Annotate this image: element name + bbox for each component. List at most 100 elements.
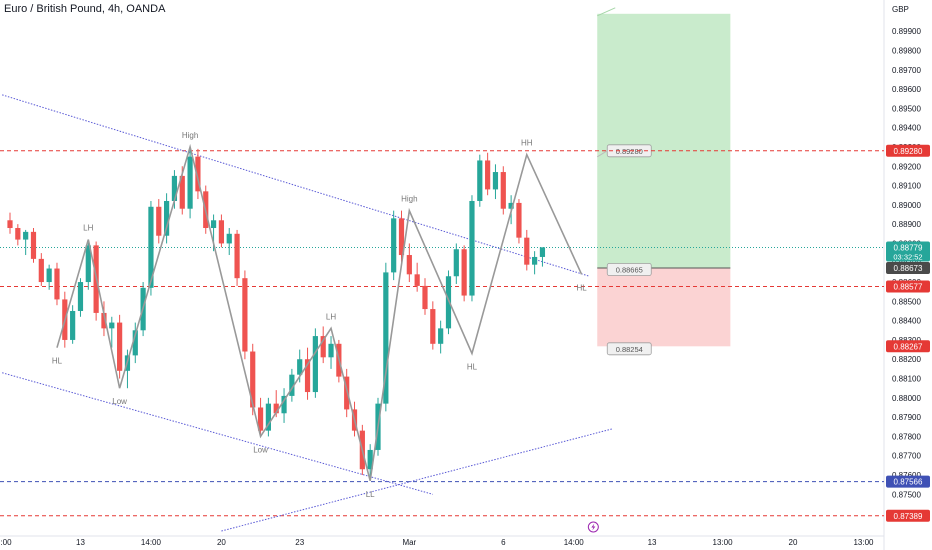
pivot-label: High [182,131,198,140]
candle-body [289,374,295,396]
candle-body [257,407,264,431]
price-badge-text: 0.88267 [894,342,923,351]
trade-label-box [606,342,652,356]
price-tick: 0.89800 [892,46,921,55]
pivot-label: HL [467,362,478,371]
price-tick: 0.89500 [892,104,921,113]
trade-label: 0.88665 [616,266,643,275]
candle-body [265,403,271,431]
candle-body [195,156,201,192]
zigzag-pattern: HL LH Low High Low LH LL High HL HH HL [52,131,587,499]
candle-body [15,228,21,240]
candle-body [383,272,389,404]
candle-body [297,359,303,375]
candle-body [109,322,115,329]
price-tick: 0.89600 [892,85,921,94]
trendlines [2,94,614,532]
price-tick: 0.88900 [892,220,921,229]
price-tick: 0.89400 [892,124,921,133]
price-tick: 0.87500 [892,490,921,499]
price-badge [886,340,930,353]
time-tick: Mar [402,538,416,547]
candle-body [46,268,52,283]
candle-body [101,312,107,329]
time-tick: 20 [217,538,226,547]
price-tick: 0.88100 [892,375,921,384]
pivot-label: LH [83,224,93,233]
candle-body [179,175,185,209]
time-tick: 13 [648,538,657,547]
candle-body [7,220,13,229]
candle-body [524,237,530,265]
time-tick: 14:00 [564,538,585,547]
candle-body [281,395,287,414]
time-tick: 6 [501,538,506,547]
price-axis: GBP 0.89900 0.89800 0.89700 0.89600 0.89500 0.… [886,5,930,522]
time-tick: 13:00 [713,538,734,547]
candle-body [430,309,436,344]
currency-label: GBP [892,5,909,14]
time-tick: 20 [789,538,798,547]
candle-body [226,233,232,244]
candle-body [132,330,138,356]
pivot-label: HL [52,357,63,366]
price-badge [886,241,930,262]
level-badge [886,475,930,488]
candle-body [485,160,491,190]
candle-body [508,202,514,209]
lightning-glyph [591,523,596,531]
candle-body [422,285,428,310]
candle-body [414,274,420,286]
trade-label: 0.88254 [616,345,643,354]
candle-body [23,231,29,240]
candle-body [187,156,193,209]
trade-label-box [606,263,652,276]
candle-body [234,233,240,279]
pivot-label: Low [253,445,268,454]
candle-body [516,202,522,238]
candle-body [273,403,279,414]
target-connector [597,7,616,17]
candle-body [406,255,412,275]
channel-line [221,428,614,532]
horizontal-levels [0,150,884,517]
candle-body [210,220,217,229]
candle-body [250,351,256,408]
time-tick: 23 [295,538,304,547]
profit-zone [597,13,731,268]
level-badge [886,509,930,522]
price-badge-text: 0.88779 [894,243,923,252]
candle-body [218,220,225,244]
candles [7,146,546,481]
time-axis: :00 13 14:00 20 23 Mar 6 14:00 13 13:00 20 13:00 [0,521,874,547]
candle-body [85,245,91,283]
candle-body [312,336,318,393]
price-badge-text: 0.88673 [894,264,923,273]
trade-zones: 0.89280 0.88665 0.88254 [596,7,731,356]
level-badge-text: 0.88577 [894,282,923,291]
pivot-label: LL [366,490,375,499]
candle-body [77,282,84,311]
time-tick: 13:00 [853,538,874,547]
candle-body [70,310,76,340]
candle-body [445,276,452,329]
price-tick: 0.89200 [892,162,921,171]
level-badge-text: 0.89280 [894,147,923,156]
candle-body [320,336,326,358]
candle-body [171,175,178,201]
pivot-label: LH [326,312,336,321]
level-badge [886,280,930,293]
time-tick: 14:00 [141,538,162,547]
candle-body [539,247,546,257]
price-tick: 0.87600 [892,471,921,480]
price-tick: 0.87700 [892,452,921,461]
pivot-label: HH [521,139,533,148]
candle-body [500,172,506,209]
candle-body [469,200,475,296]
price-tick: 0.89100 [892,182,921,191]
level-badge-text: 0.87389 [894,512,923,521]
trade-label: 0.89280 [616,147,643,156]
price-tick: 0.87900 [892,413,921,422]
candle-body [38,258,44,283]
